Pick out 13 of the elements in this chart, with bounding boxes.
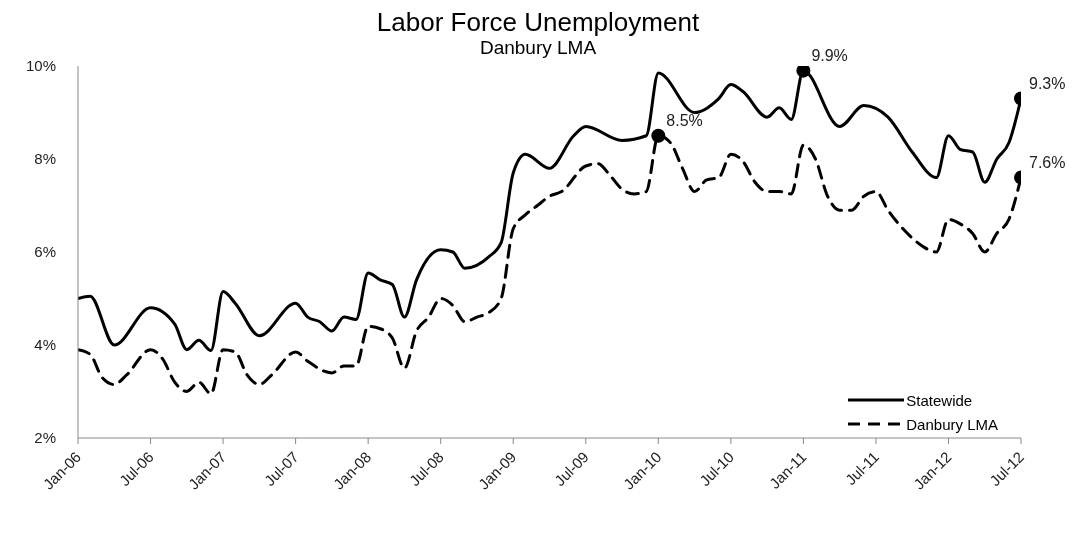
- y-tick-label: 4%: [34, 336, 56, 354]
- data-label: 7.6%: [1029, 153, 1066, 171]
- data-label: 9.9%: [811, 46, 848, 64]
- chart-subtitle: Danbury LMA: [479, 37, 597, 58]
- y-tick-label: 8%: [34, 150, 56, 168]
- y-tick-label: 2%: [34, 429, 56, 447]
- legend-label: Statewide: [906, 391, 973, 409]
- data-label: 9.3%: [1029, 74, 1066, 92]
- y-tick-label: 6%: [34, 243, 56, 261]
- y-tick-label: 10%: [25, 57, 56, 75]
- legend-label: Danbury LMA: [906, 415, 998, 433]
- data-label: 8.5%: [666, 111, 703, 129]
- chart-title: Labor Force Unemployment: [375, 7, 701, 37]
